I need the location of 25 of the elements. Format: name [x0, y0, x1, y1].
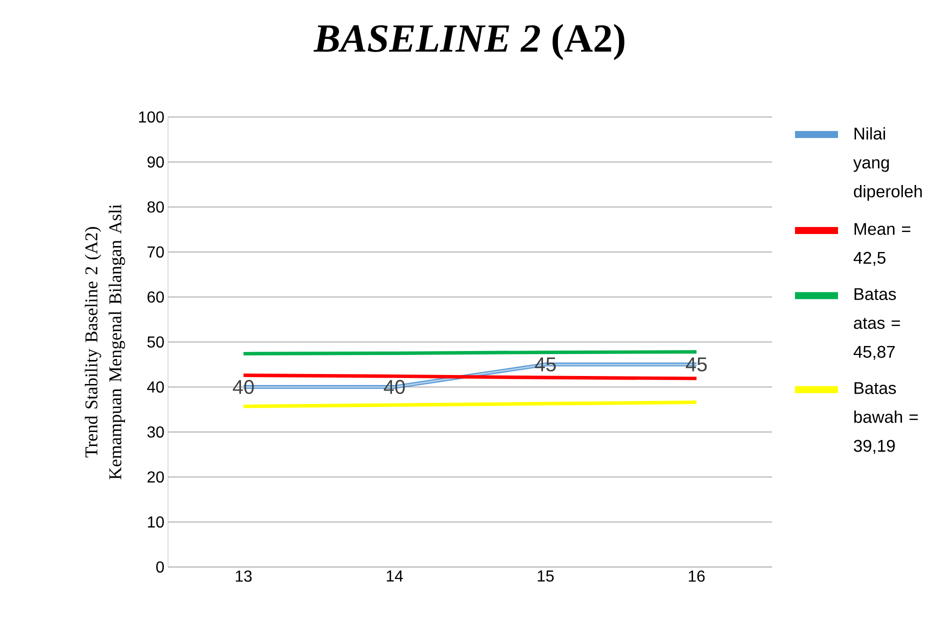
y-tick-label: 80 — [147, 201, 164, 213]
y-axis-title: Trend Stability Baseline 2 (A2) Kemampuan Mengenal Bilangan Asli — [84, 204, 126, 480]
chart-title: BASELINE 2 (A2) — [314, 24, 624, 60]
x-tick-label: 13 — [236, 570, 252, 582]
legend-label: Nilai yang diperoleh — [853, 127, 922, 201]
legend-label: Batas bawah = 39,19 — [854, 382, 918, 454]
data-label: 45 — [534, 358, 556, 372]
y-tick-label: 100 — [139, 111, 164, 123]
y-tick-label: 30 — [147, 426, 164, 438]
data-label: 45 — [686, 358, 707, 372]
legend-label: Batas atas = 45,87 — [854, 288, 900, 360]
y-tick-label: 40 — [147, 381, 164, 393]
data-label: 40 — [232, 380, 254, 394]
data-label: 40 — [384, 380, 405, 394]
x-tick-label: 15 — [538, 570, 554, 582]
y-tick-label: 60 — [148, 291, 164, 303]
y-tick-label: 90 — [148, 156, 164, 168]
y-tick-label: 70 — [148, 246, 164, 258]
y-tick-label: 50 — [147, 336, 164, 348]
y-tick-label: 10 — [148, 516, 164, 528]
legend-label: Mean = 42,5 — [854, 223, 910, 266]
x-tick-label: 14 — [386, 570, 403, 582]
y-tick-label: 0 — [156, 561, 164, 573]
y-tick-label: 20 — [148, 471, 164, 483]
x-tick-label: 16 — [688, 570, 705, 582]
